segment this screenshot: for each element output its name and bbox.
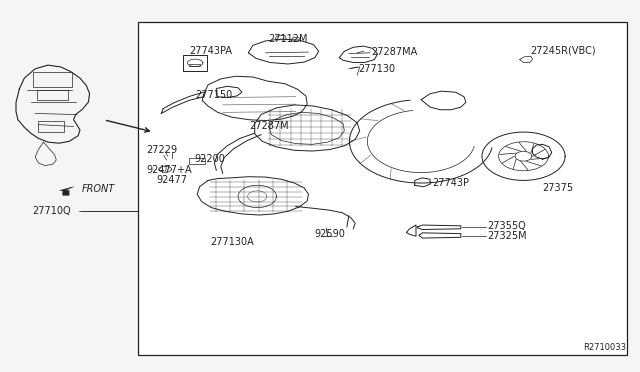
Text: 27112M: 27112M xyxy=(268,34,308,44)
Text: 27325M: 27325M xyxy=(488,231,527,241)
Text: 27287M: 27287M xyxy=(250,122,289,131)
Bar xyxy=(37,90,68,100)
Text: 27375: 27375 xyxy=(542,183,573,193)
Text: 92200: 92200 xyxy=(195,154,225,164)
Bar xyxy=(189,158,205,164)
Bar xyxy=(138,22,627,355)
Text: 92590: 92590 xyxy=(314,229,345,238)
Text: 92477: 92477 xyxy=(156,175,187,185)
Text: 277130: 277130 xyxy=(358,64,396,74)
Text: 277150: 277150 xyxy=(195,90,232,100)
Text: 277130A: 277130A xyxy=(210,237,253,247)
Text: R2710033: R2710033 xyxy=(583,343,626,352)
Text: 27245R(VBC): 27245R(VBC) xyxy=(530,45,596,55)
Text: 27710Q: 27710Q xyxy=(32,206,70,216)
Text: 27743PA: 27743PA xyxy=(189,46,232,56)
Bar xyxy=(33,72,72,87)
Text: 27355Q: 27355Q xyxy=(488,221,527,231)
Text: 27287MA: 27287MA xyxy=(371,47,417,57)
Text: FRONT: FRONT xyxy=(82,184,115,193)
Text: 27229: 27229 xyxy=(146,145,177,155)
Bar xyxy=(38,121,64,132)
Polygon shape xyxy=(60,187,74,195)
Text: 27743P: 27743P xyxy=(433,178,470,188)
Text: 92477+A: 92477+A xyxy=(146,165,191,175)
Bar xyxy=(183,55,207,71)
